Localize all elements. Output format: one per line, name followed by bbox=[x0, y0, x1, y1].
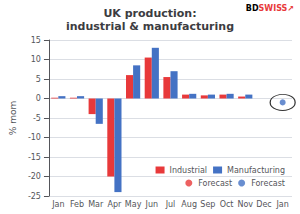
svg-text:Aug: Aug bbox=[181, 200, 197, 209]
svg-text:Jan: Jan bbox=[51, 200, 64, 209]
svg-text:-10: -10 bbox=[28, 133, 41, 142]
svg-text:0: 0 bbox=[36, 94, 41, 103]
svg-text:May: May bbox=[125, 200, 142, 209]
svg-text:Jan: Jan bbox=[275, 200, 288, 209]
svg-text:Oct: Oct bbox=[220, 200, 234, 209]
svg-text:Industrial: Industrial bbox=[170, 166, 208, 175]
svg-text:↗: ↗ bbox=[287, 4, 294, 13]
svg-text:% mom: % mom bbox=[8, 101, 18, 135]
svg-text:-15: -15 bbox=[28, 153, 41, 162]
svg-text:BD: BD bbox=[246, 4, 259, 13]
svg-text:industrial & manufacturing: industrial & manufacturing bbox=[66, 20, 234, 33]
svg-text:Apr: Apr bbox=[107, 200, 122, 209]
svg-text:15: 15 bbox=[31, 36, 41, 45]
svg-text:5: 5 bbox=[36, 75, 41, 84]
svg-text:-20: -20 bbox=[28, 172, 41, 181]
svg-text:SWISS: SWISS bbox=[259, 4, 288, 13]
svg-text:UK production:: UK production: bbox=[103, 7, 196, 20]
svg-text:Mar: Mar bbox=[88, 200, 104, 209]
svg-text:Forecast: Forecast bbox=[198, 179, 232, 188]
svg-text:10: 10 bbox=[31, 55, 41, 64]
svg-text:Jul: Jul bbox=[165, 200, 176, 209]
svg-text:-5: -5 bbox=[33, 114, 41, 123]
svg-text:-25: -25 bbox=[28, 192, 41, 201]
svg-text:Jun: Jun bbox=[145, 200, 159, 209]
svg-text:Nov: Nov bbox=[237, 200, 253, 209]
svg-text:Feb: Feb bbox=[70, 200, 84, 209]
svg-text:Manufacturing: Manufacturing bbox=[227, 166, 285, 175]
svg-text:Sep: Sep bbox=[200, 200, 215, 209]
svg-text:Forecast: Forecast bbox=[251, 179, 285, 188]
svg-text:Dec: Dec bbox=[256, 200, 271, 209]
